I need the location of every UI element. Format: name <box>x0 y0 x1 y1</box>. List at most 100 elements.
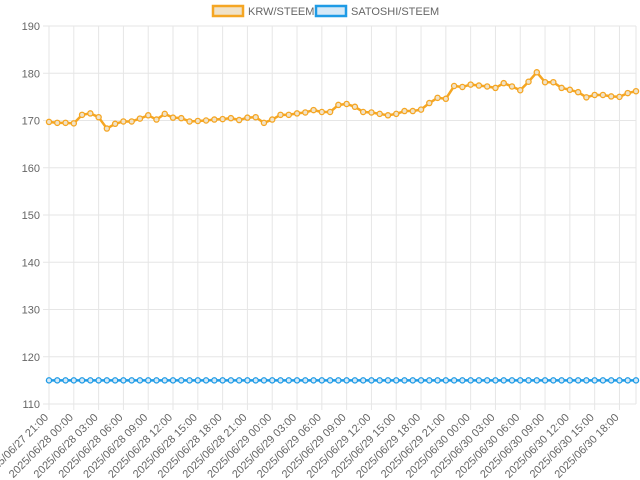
data-point[interactable] <box>359 377 367 384</box>
data-point[interactable] <box>70 377 78 384</box>
data-point[interactable] <box>401 377 408 384</box>
data-point[interactable] <box>211 116 218 123</box>
data-point[interactable] <box>252 377 259 384</box>
data-point[interactable] <box>326 377 334 384</box>
data-point[interactable] <box>293 110 301 117</box>
legend-item-krw-steem[interactable]: KRW/STEEM <box>211 4 314 18</box>
data-point[interactable] <box>351 377 359 384</box>
data-point[interactable] <box>62 119 69 127</box>
data-point[interactable] <box>517 377 524 384</box>
data-point[interactable] <box>335 377 342 384</box>
data-point[interactable] <box>78 377 86 384</box>
data-point[interactable] <box>591 377 598 384</box>
data-point[interactable] <box>87 110 94 117</box>
data-point[interactable] <box>153 116 160 123</box>
data-point[interactable] <box>78 111 86 119</box>
data-point[interactable] <box>459 83 466 91</box>
data-point[interactable] <box>120 377 127 384</box>
data-point[interactable] <box>302 109 309 116</box>
data-point[interactable] <box>252 113 259 121</box>
data-point[interactable] <box>351 103 359 111</box>
data-point[interactable] <box>426 377 433 384</box>
data-point[interactable] <box>144 112 152 119</box>
data-point[interactable] <box>409 377 417 384</box>
data-point[interactable] <box>574 377 582 384</box>
data-point[interactable] <box>368 109 375 116</box>
data-point[interactable] <box>285 111 293 119</box>
data-point[interactable] <box>467 81 474 88</box>
data-point[interactable] <box>500 377 507 384</box>
data-point[interactable] <box>169 377 177 384</box>
data-point[interactable] <box>186 118 193 125</box>
data-point[interactable] <box>335 101 342 109</box>
data-point[interactable] <box>450 82 458 90</box>
data-point[interactable] <box>235 377 243 384</box>
data-point[interactable] <box>616 377 623 384</box>
data-point[interactable] <box>235 116 243 124</box>
data-point[interactable] <box>310 377 317 384</box>
data-point[interactable] <box>599 91 607 99</box>
data-point[interactable] <box>541 78 549 86</box>
data-point[interactable] <box>583 377 590 384</box>
data-point[interactable] <box>359 108 367 116</box>
data-point[interactable] <box>161 377 168 384</box>
data-point[interactable] <box>302 377 309 384</box>
data-point[interactable] <box>384 112 392 119</box>
data-point[interactable] <box>500 79 507 87</box>
data-point[interactable] <box>128 118 135 125</box>
data-point[interactable] <box>310 106 317 114</box>
data-point[interactable] <box>277 377 284 384</box>
data-point[interactable] <box>632 87 640 95</box>
data-point[interactable] <box>434 377 441 384</box>
data-point[interactable] <box>95 377 102 384</box>
data-point[interactable] <box>268 116 276 123</box>
data-point[interactable] <box>144 377 152 384</box>
legend-item-satoshi-steem[interactable]: SATOSHI/STEEM <box>314 4 439 18</box>
data-point[interactable] <box>384 377 392 384</box>
data-point[interactable] <box>45 377 53 384</box>
data-point[interactable] <box>442 377 450 384</box>
data-point[interactable] <box>475 377 483 384</box>
data-point[interactable] <box>178 377 185 384</box>
data-point[interactable] <box>153 377 160 384</box>
data-point[interactable] <box>326 108 334 116</box>
data-point[interactable] <box>87 377 94 384</box>
data-point[interactable] <box>533 69 541 76</box>
data-point[interactable] <box>186 377 193 384</box>
data-point[interactable] <box>483 83 491 90</box>
data-point[interactable] <box>45 118 53 126</box>
data-point[interactable] <box>525 78 532 86</box>
data-point[interactable] <box>483 377 491 384</box>
data-point[interactable] <box>260 377 268 384</box>
data-point[interactable] <box>533 377 541 384</box>
data-point[interactable] <box>111 120 119 128</box>
data-point[interactable] <box>194 377 202 384</box>
data-point[interactable] <box>401 107 408 115</box>
data-point[interactable] <box>525 377 532 384</box>
data-point[interactable] <box>343 100 350 108</box>
data-point[interactable] <box>128 377 135 384</box>
data-point[interactable] <box>244 114 251 121</box>
data-point[interactable] <box>583 94 590 101</box>
data-point[interactable] <box>624 89 631 97</box>
data-point[interactable] <box>244 377 251 384</box>
data-point[interactable] <box>227 114 235 122</box>
data-point[interactable] <box>459 377 466 384</box>
data-point[interactable] <box>566 86 574 94</box>
data-point[interactable] <box>616 93 623 101</box>
data-point[interactable] <box>54 119 61 127</box>
data-point[interactable] <box>450 377 458 384</box>
data-point[interactable] <box>475 82 483 89</box>
data-point[interactable] <box>607 93 615 100</box>
data-point[interactable] <box>194 117 202 125</box>
data-point[interactable] <box>492 377 499 384</box>
data-point[interactable] <box>508 377 516 384</box>
data-point[interactable] <box>368 377 375 384</box>
data-point[interactable] <box>607 377 615 384</box>
data-point[interactable] <box>442 95 450 103</box>
data-point[interactable] <box>550 377 557 384</box>
data-point[interactable] <box>277 111 284 119</box>
data-point[interactable] <box>426 99 433 107</box>
data-point[interactable] <box>202 117 210 124</box>
data-point[interactable] <box>434 94 441 102</box>
